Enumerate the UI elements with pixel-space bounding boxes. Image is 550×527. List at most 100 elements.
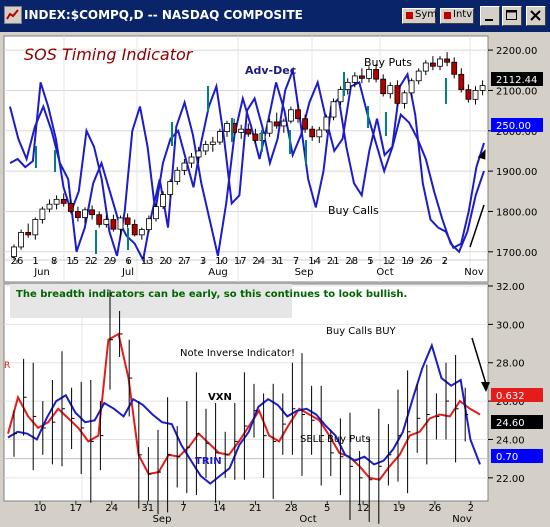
price-bar-body bbox=[444, 58, 451, 63]
inverse-note: Note Inverse Indicator! bbox=[180, 348, 295, 359]
price-bar-body bbox=[117, 217, 124, 230]
price-bar-body bbox=[295, 109, 301, 120]
intv-button[interactable]: Intv bbox=[440, 8, 474, 24]
bottom-x-month-label: Sep bbox=[153, 514, 172, 525]
price-bar-body bbox=[209, 141, 216, 145]
price-bar-body bbox=[387, 85, 394, 95]
price-bar-body bbox=[18, 232, 25, 248]
price-bar-body bbox=[32, 219, 39, 236]
minimize-button[interactable] bbox=[480, 6, 500, 26]
price-bar-body bbox=[238, 128, 245, 133]
price-bar-body bbox=[373, 69, 380, 80]
top-x-day-label: 31 bbox=[271, 256, 284, 267]
price-bar-body bbox=[323, 116, 330, 131]
price-bar-body bbox=[202, 144, 209, 152]
price-flag-value: 2112.44 bbox=[496, 75, 537, 86]
bottom-x-day-label: 12 bbox=[357, 503, 370, 514]
price-bar-body bbox=[82, 209, 88, 218]
bottom-x-day-label: 17 bbox=[70, 503, 83, 514]
top-x-day-label: 14 bbox=[308, 256, 321, 267]
price-bar-body bbox=[273, 121, 280, 127]
top-x-day-label: 12 bbox=[383, 256, 396, 267]
top-x-day-label: 8 bbox=[51, 256, 57, 267]
top-x-day-label: 27 bbox=[178, 256, 191, 267]
bottom-y-tick-label: 22.00 bbox=[496, 474, 525, 485]
price-bar-body bbox=[103, 219, 110, 225]
price-bar-body bbox=[287, 109, 294, 122]
bottom-x-day-label: 7 bbox=[180, 503, 186, 514]
bottom-x-day-label: 14 bbox=[213, 503, 226, 514]
price-bar-body bbox=[380, 78, 387, 95]
price-bar-body bbox=[302, 118, 309, 130]
top-x-day-label: 7 bbox=[293, 256, 299, 267]
bottom-x-day-label: 5 bbox=[324, 503, 330, 514]
intv-button-label: Intv bbox=[453, 9, 473, 20]
chart-canvas: SOS Timing Indicator Adv-Dec Buy Puts Bu… bbox=[3, 35, 543, 525]
blue-flag-value: 0.70 bbox=[496, 452, 518, 463]
bottom-x-day-label: 10 bbox=[34, 503, 47, 514]
r-marker: R bbox=[4, 361, 10, 371]
top-x-day-label: 6 bbox=[125, 256, 131, 267]
maximize-button[interactable] bbox=[502, 6, 522, 26]
price-bar-body bbox=[46, 203, 53, 210]
bottom-x-month-label: Oct bbox=[299, 514, 316, 525]
close-button[interactable] bbox=[526, 6, 546, 26]
top-x-day-label: 3 bbox=[200, 256, 206, 267]
price-bar-body bbox=[131, 223, 138, 236]
buy-puts-label: Buy Puts bbox=[364, 56, 412, 69]
price-bar-body bbox=[145, 218, 152, 231]
sym-flag-icon bbox=[406, 12, 413, 19]
note-line: The breadth indicators can be early, so … bbox=[16, 289, 407, 300]
bottom-x-day-label: 31 bbox=[141, 503, 154, 514]
top-x-day-label: 5 bbox=[367, 256, 373, 267]
top-x-day-label: 21 bbox=[327, 256, 340, 267]
adv-dec-line bbox=[9, 79, 485, 263]
price-bar-body bbox=[465, 89, 472, 100]
top-x-day-label: 26 bbox=[420, 256, 433, 267]
price-bar-body bbox=[39, 208, 46, 220]
price-bar-body bbox=[458, 73, 465, 91]
top-x-month-label: Sep bbox=[295, 267, 314, 278]
price-bar-body bbox=[89, 209, 95, 216]
bottom-vxn-bars bbox=[13, 289, 469, 524]
title-bar: INDEX:$COMPQ,D -- NASDAQ COMPOSITE Sym I… bbox=[0, 0, 550, 32]
top-axis-ticks bbox=[35, 72, 447, 254]
top-x-day-label: 15 bbox=[66, 256, 79, 267]
price-bar-body bbox=[429, 62, 436, 67]
price-bar-body bbox=[174, 169, 181, 183]
sym-button[interactable]: Sym bbox=[402, 8, 437, 24]
price-bar-body bbox=[181, 162, 188, 171]
bottom-x-day-label: 24 bbox=[105, 503, 118, 514]
top-x-day-label: 17 bbox=[234, 256, 247, 267]
top-series-group bbox=[9, 66, 485, 263]
price-bar-body bbox=[437, 58, 443, 67]
price-bar-body bbox=[351, 75, 358, 83]
price-bar-body bbox=[337, 89, 344, 103]
adv-dec-label: Adv-Dec bbox=[245, 64, 296, 77]
bottom-x-day-label: 2 bbox=[468, 503, 474, 514]
price-bar-body bbox=[25, 232, 32, 236]
bottom-y-tick-label: 30.00 bbox=[496, 320, 525, 331]
adv-dec-flag bbox=[491, 118, 543, 132]
price-bar-body bbox=[138, 229, 145, 236]
top-x-month-label: Jun bbox=[33, 267, 50, 278]
price-bar-body bbox=[96, 214, 103, 225]
top-y-tick-label: 1900.00 bbox=[496, 167, 537, 178]
chart-title: SOS Timing Indicator bbox=[24, 45, 194, 64]
top-y-tick-label: 2100.00 bbox=[496, 86, 537, 97]
app-icon[interactable] bbox=[4, 6, 22, 24]
trin-label: TRIN bbox=[195, 456, 222, 467]
price-bar-body bbox=[195, 150, 202, 158]
top-x-month-label: Nov bbox=[464, 267, 484, 278]
top-x-day-label: 1 bbox=[32, 256, 38, 267]
top-x-day-label: 2 bbox=[442, 256, 448, 267]
top-x-day-label: 10 bbox=[215, 256, 228, 267]
top-x-day-label: 26 bbox=[11, 256, 24, 267]
top-x-day-label: 22 bbox=[85, 256, 98, 267]
trend-arrowhead-bottom bbox=[481, 382, 490, 392]
price-bar-body bbox=[394, 85, 401, 104]
trin-flag bbox=[491, 388, 543, 402]
note-box bbox=[10, 284, 292, 318]
vxn-label: VXN bbox=[208, 392, 232, 403]
price-bar-body bbox=[408, 80, 415, 94]
